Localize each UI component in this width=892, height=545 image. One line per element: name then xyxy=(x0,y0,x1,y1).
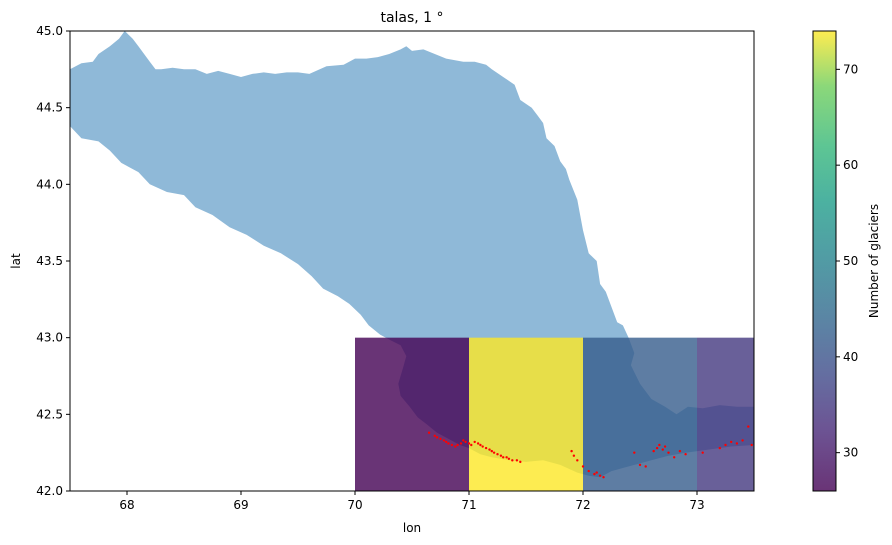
glacier-point xyxy=(519,460,522,464)
glacier-point xyxy=(492,451,496,454)
x-tick-label: 68 xyxy=(119,498,134,512)
glacier-point xyxy=(484,446,488,450)
glacier-point xyxy=(655,446,659,450)
y-tick-label: 43.5 xyxy=(36,254,63,268)
colorbar-label: Number of glaciers xyxy=(867,204,881,318)
glacier-point xyxy=(462,439,465,442)
y-tick-label: 44.0 xyxy=(36,177,63,191)
heatmap-cell-0 xyxy=(355,337,469,491)
glacier-point xyxy=(663,445,667,448)
x-axis-label: lon xyxy=(403,521,421,535)
x-axis: 68 69 70 71 72 73 xyxy=(119,491,705,512)
glacier-point xyxy=(587,469,590,473)
y-axis: 42.0 42.5 43.0 43.5 44.0 44.5 45.0 xyxy=(36,24,70,498)
glacier-point xyxy=(673,456,676,459)
x-tick-label: 72 xyxy=(575,498,590,512)
heatmap-cells xyxy=(355,337,754,491)
glacier-point xyxy=(507,457,511,460)
colorbar-tick-label: 30 xyxy=(843,446,858,460)
y-tick-label: 42.5 xyxy=(36,407,63,421)
glacier-point xyxy=(684,453,687,456)
glacier-point xyxy=(638,463,642,467)
glacier-point xyxy=(750,443,753,447)
y-tick-label: 42.0 xyxy=(36,484,63,498)
glacier-point xyxy=(741,439,744,442)
glacier-point xyxy=(433,434,436,437)
glacier-point xyxy=(476,442,480,445)
heatmap-cell-3 xyxy=(697,337,754,491)
glacier-point xyxy=(576,459,579,462)
colorbar-tick-label: 40 xyxy=(843,350,858,364)
glacier-point xyxy=(479,443,482,447)
glacier-point xyxy=(499,454,503,457)
glacier-point xyxy=(515,459,519,462)
glacier-point xyxy=(505,456,508,459)
glacier-point xyxy=(427,431,431,434)
colorbar-gradient xyxy=(813,31,836,491)
glacier-point xyxy=(481,445,484,448)
glacier-point xyxy=(570,449,573,453)
glacier-point xyxy=(593,472,596,476)
glacier-point xyxy=(633,451,636,454)
glacier-point xyxy=(735,442,739,445)
glacier-point xyxy=(456,443,459,447)
colorbar-tick-label: 60 xyxy=(843,158,858,172)
y-axis-label: lat xyxy=(9,253,23,269)
glacier-point xyxy=(747,425,750,428)
colorbar-tick-label: 70 xyxy=(843,62,858,76)
y-tick-label: 43.0 xyxy=(36,331,63,345)
glacier-point xyxy=(718,446,721,450)
chart-title: talas, 1 ° xyxy=(380,10,443,26)
glacier-point xyxy=(581,465,585,468)
colorbar: 30 40 50 60 70 Number of glaciers xyxy=(812,30,881,492)
glacier-point xyxy=(652,449,655,453)
colorbar-ticks: 30 40 50 60 70 xyxy=(836,62,858,460)
glacier-point xyxy=(445,440,448,444)
glacier-point xyxy=(473,440,476,444)
glacier-point xyxy=(598,474,602,477)
glacier-point xyxy=(724,443,727,447)
glacier-point xyxy=(447,442,450,445)
glacier-point xyxy=(730,440,733,444)
heatmap-cell-1 xyxy=(469,337,583,491)
glacier-point xyxy=(658,443,661,447)
glacier-point xyxy=(450,443,454,447)
glacier-point xyxy=(459,442,463,445)
colorbar-tick-label: 50 xyxy=(843,254,858,268)
x-tick-label: 71 xyxy=(461,498,476,512)
glacier-point xyxy=(442,439,446,442)
glacier-point xyxy=(467,442,471,445)
heatmap-cell-2 xyxy=(583,337,697,491)
glacier-point xyxy=(701,451,704,454)
glacier-point xyxy=(490,449,493,453)
glacier-point xyxy=(439,437,442,441)
glacier-point xyxy=(595,471,598,474)
glacier-point xyxy=(464,440,467,444)
glacier-point xyxy=(511,459,514,462)
glacier-point xyxy=(435,436,439,439)
glacier-point xyxy=(488,448,491,451)
glacier-point xyxy=(678,449,682,453)
glacier-point xyxy=(644,465,647,468)
x-tick-label: 69 xyxy=(233,498,248,512)
x-tick-label: 73 xyxy=(689,498,704,512)
glacier-point xyxy=(661,448,664,451)
glacier-points xyxy=(427,425,753,479)
glacier-point xyxy=(572,454,576,457)
glacier-point xyxy=(667,451,670,454)
glacier-point xyxy=(502,456,505,459)
plot-area xyxy=(70,31,754,491)
glacier-point xyxy=(454,445,457,448)
y-tick-label: 45.0 xyxy=(36,24,63,38)
glacier-point xyxy=(470,443,473,447)
x-tick-label: 70 xyxy=(347,498,362,512)
glacier-point xyxy=(602,476,605,479)
glacier-point xyxy=(496,453,499,456)
y-tick-label: 44.5 xyxy=(36,101,63,115)
